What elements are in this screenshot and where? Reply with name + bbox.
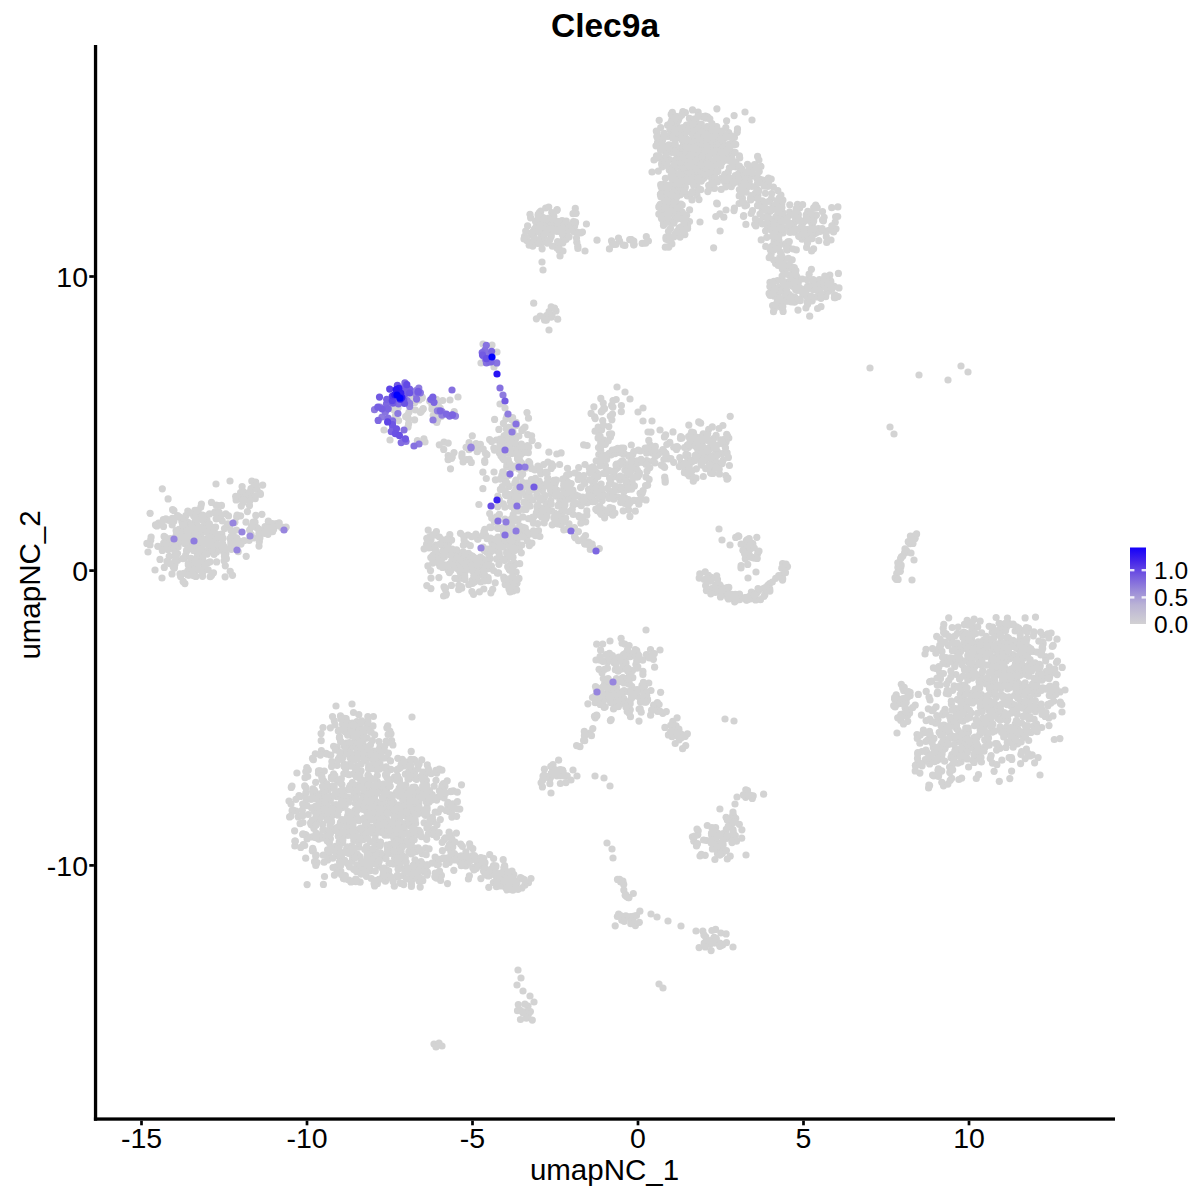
svg-text:5: 5: [796, 1122, 812, 1154]
svg-text:10: 10: [56, 261, 88, 293]
svg-text:-5: -5: [460, 1122, 485, 1154]
svg-text:umapNC_1: umapNC_1: [530, 1153, 679, 1186]
svg-text:0.5: 0.5: [1154, 584, 1188, 611]
svg-text:0: 0: [72, 555, 88, 587]
svg-text:umapNC_2: umapNC_2: [13, 510, 46, 659]
svg-text:Clec9a: Clec9a: [551, 7, 659, 44]
svg-text:-15: -15: [121, 1122, 162, 1154]
svg-text:1.0: 1.0: [1154, 557, 1188, 584]
svg-text:0: 0: [630, 1122, 646, 1154]
svg-text:0.0: 0.0: [1154, 611, 1188, 638]
svg-text:-10: -10: [47, 850, 88, 882]
svg-text:-10: -10: [286, 1122, 327, 1154]
svg-text:10: 10: [953, 1122, 985, 1154]
